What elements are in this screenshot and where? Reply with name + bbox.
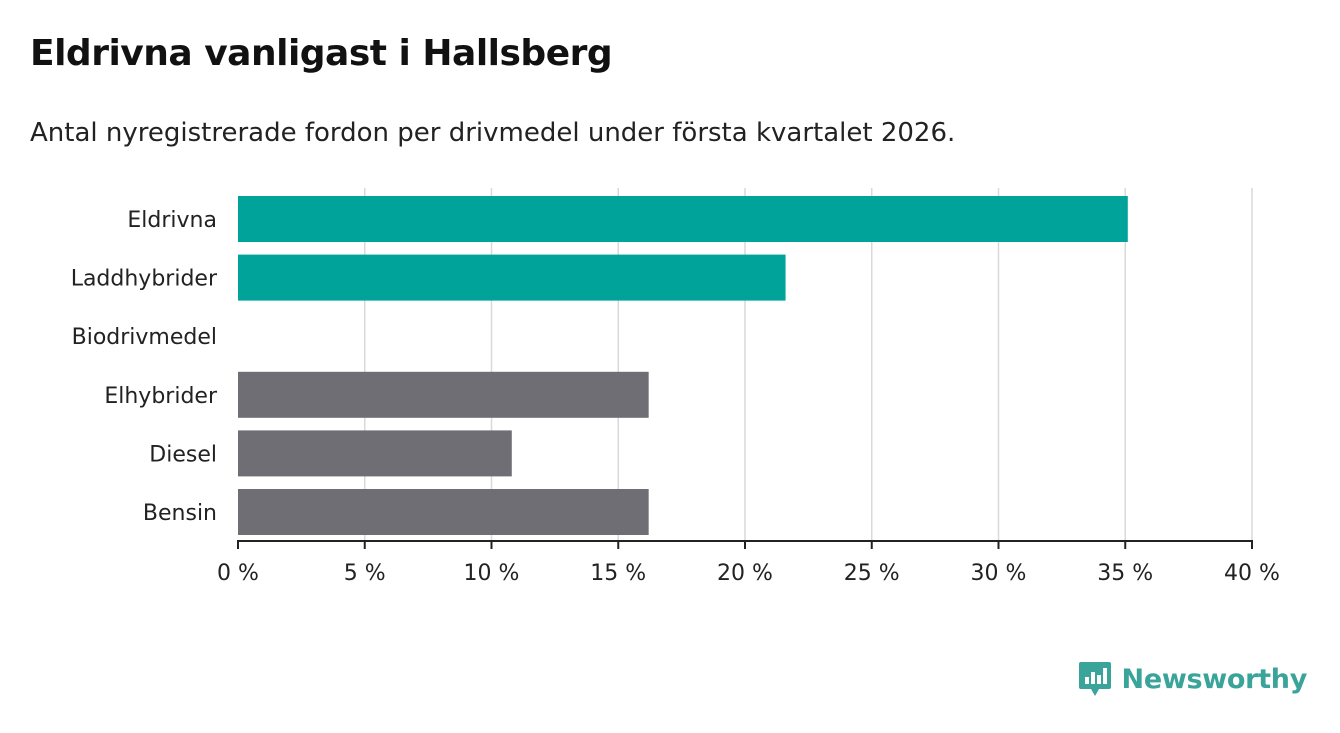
x-tick-label: 15 % [590, 561, 646, 586]
bar-chart: 0 % 5 % 10 % 15 % 20 % 25 % 30 % 35 % 40 % Eldri… [71, 188, 1280, 586]
x-tick-label: 35 % [1097, 561, 1153, 586]
category-labels: Eldrivna Laddhybrider Biodrivmedel Elhybrid… [71, 208, 218, 526]
x-tick-label: 40 % [1224, 561, 1280, 586]
bar-bensin [238, 489, 649, 535]
category-label: Diesel [149, 442, 217, 467]
bars [238, 196, 1128, 535]
gridlines [364, 188, 1253, 541]
brand-name: Newsworthy [1121, 663, 1308, 695]
bar-diesel [238, 430, 512, 477]
x-tick-label: 5 % [344, 561, 386, 586]
chart-subtitle: Antal nyregistrerade fordon per drivmede… [30, 118, 956, 148]
newsworthy-logo-icon [1078, 662, 1111, 696]
category-label: Eldrivna [127, 208, 217, 233]
chart-title: Eldrivna vanligast i Hallsberg [30, 33, 613, 74]
x-tick-label: 30 % [971, 561, 1027, 586]
x-axis: 0 % 5 % 10 % 15 % 20 % 25 % 30 % 35 % 40 % [217, 540, 1280, 586]
bar-eldrivna [238, 196, 1128, 242]
bar-elhybrider [238, 371, 649, 418]
category-label: Biodrivmedel [72, 325, 217, 350]
category-label: Bensin [143, 501, 217, 526]
x-tick-label: 10 % [464, 561, 520, 586]
bar-laddhybrider [238, 254, 786, 301]
x-tick-label: 25 % [844, 561, 900, 586]
x-tick-label: 0 % [217, 561, 259, 586]
brand-logo: Newsworthy [1078, 660, 1307, 698]
category-label: Laddhybrider [71, 267, 218, 292]
category-label: Elhybrider [104, 384, 218, 409]
x-tick-label: 20 % [717, 561, 773, 586]
